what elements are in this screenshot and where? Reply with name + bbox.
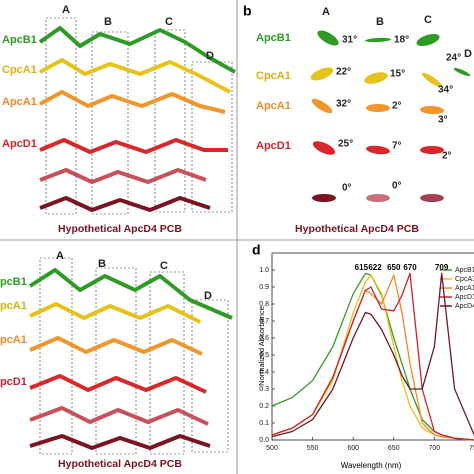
plot-frame <box>271 252 474 441</box>
x-tick-label: 700 <box>429 445 441 452</box>
spectrum-line <box>271 272 474 438</box>
y-axis-label: Normalized Absorbance <box>257 306 266 386</box>
legend-label: ApcD4 <box>455 303 474 310</box>
column-letter: C <box>424 14 432 26</box>
row-label: ApcD1 <box>256 140 291 152</box>
column-letter: D <box>204 290 212 302</box>
column-letter: B <box>104 16 112 28</box>
peak-label: 622 <box>368 263 382 272</box>
y-tick-label: 0.4 <box>259 369 269 376</box>
row-label: ApcA1 <box>256 100 291 112</box>
legend-label: ApcD1 <box>455 294 474 301</box>
caption: Hypothetical ApcD4 PCB <box>58 223 182 235</box>
angle-label: 7° <box>392 141 402 152</box>
y-tick-label: 0.3 <box>259 386 269 393</box>
angle-label: 0° <box>392 181 402 192</box>
x-tick-label: 750 <box>469 445 474 452</box>
y-tick-label: 0.5 <box>259 352 269 359</box>
row-label: ApcA1 <box>2 96 37 108</box>
y-tick-label: 0.2 <box>259 403 269 410</box>
x-tick-label: 650 <box>388 445 400 452</box>
angle-label: 25° <box>338 139 353 150</box>
spectrum-line <box>271 272 474 441</box>
angle-label: 24° <box>446 53 461 64</box>
angle-label: 32° <box>336 99 351 110</box>
y-tick-label: 1.0 <box>259 267 269 274</box>
spectrum-line <box>271 274 474 441</box>
spectrum-line <box>271 272 474 441</box>
angle-label: 3° <box>438 115 448 126</box>
angle-label: 22° <box>336 67 351 78</box>
angle-label: 2° <box>392 101 402 112</box>
x-axis-label: Wavelength (nm) <box>341 461 402 470</box>
panel-c-structure <box>28 257 233 455</box>
x-tick-label: 550 <box>307 445 319 452</box>
column-letter: D <box>206 50 214 62</box>
peak-label: 615 <box>355 263 369 272</box>
column-letter: B <box>98 258 106 270</box>
column-letter: D <box>464 48 472 60</box>
row-label: CpcA1 <box>2 64 37 76</box>
panel-b-ellipses <box>310 30 471 202</box>
row-label: ApcB1 <box>256 32 291 44</box>
y-tick-label: 0.1 <box>259 420 269 427</box>
row-label: ApcB1 <box>0 276 27 288</box>
angle-label: 34° <box>438 85 453 96</box>
legend-label: ApcA1 <box>455 285 474 292</box>
row-label: CpcA1 <box>0 300 27 312</box>
column-letter: C <box>165 16 173 28</box>
angle-label: 18° <box>394 35 409 46</box>
row-label: ApcA1 <box>0 334 27 346</box>
column-letter: A <box>322 6 330 18</box>
peak-label: 650 <box>387 263 401 272</box>
spectrum-line <box>271 274 474 441</box>
x-tick-label: 500 <box>266 445 278 452</box>
y-tick-label: 0.0 <box>259 437 269 444</box>
peak-label: 709 <box>435 263 449 272</box>
panel-tag: b <box>243 3 252 19</box>
legend-label: CpcA1 <box>455 276 474 283</box>
peak-label: 670 <box>403 263 417 272</box>
y-tick-label: 0.9 <box>259 284 269 291</box>
column-letter: B <box>376 16 384 28</box>
row-label: ApcD1 <box>0 376 27 388</box>
panel-a-structure <box>38 17 236 215</box>
y-tick-label: 0.8 <box>259 301 269 308</box>
caption: Hypothetical ApcD4 PCB <box>295 223 419 235</box>
row-label: ApcB1 <box>2 34 37 46</box>
row-label: ApcD1 <box>2 138 37 150</box>
angle-label: 31° <box>342 35 357 46</box>
column-letter: A <box>62 4 70 16</box>
angle-label: 2° <box>442 151 452 162</box>
y-tick-label: 0.6 <box>259 335 269 342</box>
legend-label: ApcB1 <box>455 267 474 274</box>
column-letter: A <box>56 250 64 262</box>
panel-tag: d <box>252 242 261 258</box>
row-label: CpcA1 <box>256 70 291 82</box>
angle-label: 0° <box>342 183 352 194</box>
x-tick-label: 600 <box>347 445 359 452</box>
y-tick-label: 0.7 <box>259 318 269 325</box>
column-letter: C <box>160 260 168 272</box>
angle-label: 15° <box>390 69 405 80</box>
caption: Hypothetical ApcD4 PCB <box>58 458 182 470</box>
